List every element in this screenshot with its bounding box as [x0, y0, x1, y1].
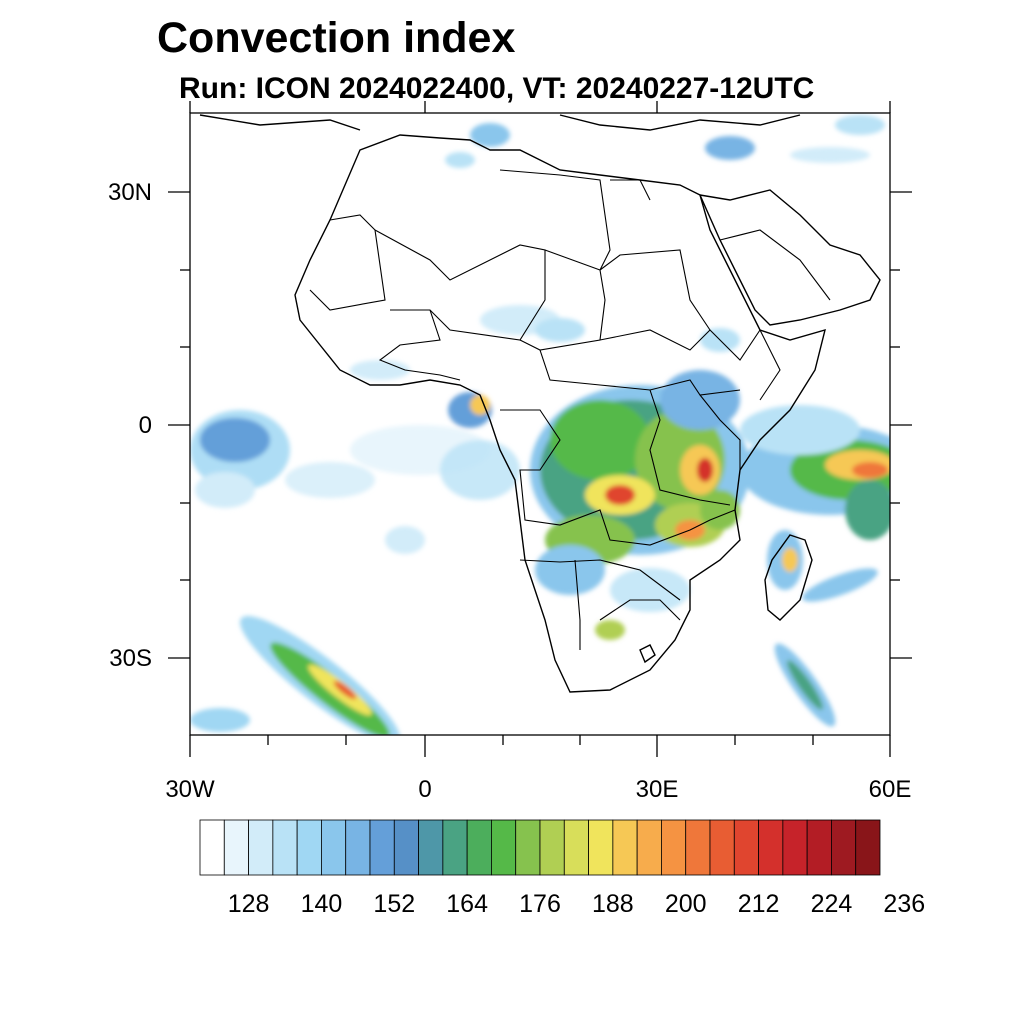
coastlines: [199, 114, 881, 693]
colorbar-label: 176: [519, 890, 561, 918]
colorbar-swatch: [321, 819, 347, 876]
colorbar-label: 236: [883, 890, 925, 918]
colorbar-swatch: [685, 819, 711, 876]
colorbar-label: 164: [446, 890, 488, 918]
lon-label-30w: 30W: [165, 776, 215, 803]
country-borders: [309, 169, 831, 650]
colorbar-swatch: [588, 819, 614, 876]
lon-label-0: 0: [418, 776, 431, 803]
colorbar-swatch: [709, 819, 735, 876]
colorbar-swatch: [855, 819, 881, 876]
map-frame: [189, 112, 891, 736]
lat-label-30n: 30N: [108, 179, 152, 206]
colorbar-swatch: [442, 819, 468, 876]
colorbar-swatch: [831, 819, 857, 876]
colorbar-swatch: [418, 819, 444, 876]
colorbar-swatch: [345, 819, 371, 876]
convection-field: [190, 115, 890, 735]
colorbar-swatch: [806, 819, 832, 876]
colorbar-swatch: [223, 819, 249, 876]
colorbar-swatch: [369, 819, 395, 876]
colorbar-label: 188: [592, 890, 634, 918]
lat-label-30s: 30S: [109, 645, 152, 672]
colorbar-swatch: [636, 819, 662, 876]
lon-label-30e: 30E: [636, 776, 679, 803]
map-subtitle: Run: ICON 2024022400, VT: 20240227-12UTC: [179, 72, 815, 105]
colorbar-label: 212: [738, 890, 780, 918]
colorbar-swatch: [782, 819, 808, 876]
lon-label-60e: 60E: [869, 776, 912, 803]
colorbar-label: 224: [811, 890, 853, 918]
colorbar-swatch: [199, 819, 225, 876]
colorbar-label: 140: [301, 890, 343, 918]
colorbar-label: 200: [665, 890, 707, 918]
colorbar-swatch: [491, 819, 517, 876]
colorbar-swatch: [661, 819, 687, 876]
colorbar-swatch: [612, 819, 638, 876]
colorbar-swatch: [733, 819, 759, 876]
lat-label-0: 0: [139, 412, 152, 439]
colorbar: [199, 819, 881, 876]
colorbar-swatch: [466, 819, 492, 876]
colorbar-swatch: [758, 819, 784, 876]
colorbar-swatch: [272, 819, 298, 876]
colorbar-label: 128: [228, 890, 270, 918]
colorbar-swatch: [248, 819, 274, 876]
colorbar-swatch: [515, 819, 541, 876]
colorbar-swatch: [393, 819, 419, 876]
colorbar-swatch: [539, 819, 565, 876]
colorbar-label: 152: [373, 890, 415, 918]
map-title: Convection index: [157, 14, 516, 62]
axis-ticks: [168, 101, 912, 757]
colorbar-swatch: [563, 819, 589, 876]
colorbar-swatch: [296, 819, 322, 876]
colorbar-labels: 128 140 152 164 176 188 200 212 224 236: [228, 890, 925, 918]
